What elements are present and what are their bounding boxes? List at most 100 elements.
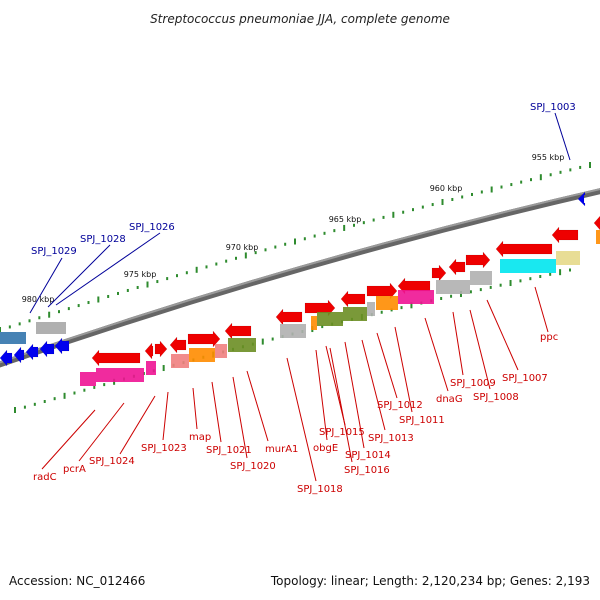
minor-tick — [166, 277, 169, 281]
minor-tick — [38, 316, 41, 320]
domain-bar — [317, 312, 343, 326]
minor-tick — [471, 192, 473, 196]
topology-text: Topology: linear; Length: 2,120,234 bp; … — [270, 574, 590, 588]
domain-bar — [556, 251, 580, 265]
minor-tick — [412, 208, 414, 212]
forward-gene — [224, 322, 252, 340]
major-tick — [459, 291, 462, 298]
domain-bar — [470, 271, 492, 285]
major-tick — [0, 327, 1, 333]
domain-bar — [36, 322, 66, 334]
minor-tick — [440, 297, 443, 301]
minor-tick — [28, 319, 31, 323]
gene-label: SPJ_1008 — [473, 392, 519, 403]
minor-tick — [451, 197, 454, 201]
minor-tick — [176, 274, 178, 278]
leader-line — [78, 402, 125, 462]
minor-tick — [323, 231, 326, 235]
forward-gene — [366, 282, 398, 300]
gene-label: ppc — [540, 332, 558, 343]
leader-line — [162, 391, 169, 441]
forward-gene — [154, 340, 168, 358]
major-tick — [490, 186, 493, 193]
gene-label: SPJ_1028 — [80, 234, 126, 245]
major-tick — [195, 266, 198, 273]
gene-label: SPJ_1018 — [297, 484, 343, 495]
domain-bar — [376, 296, 398, 310]
domain-bar — [228, 338, 256, 352]
map-title: Streptococcus pneumoniae JJA, complete g… — [150, 12, 450, 26]
major-tick — [343, 224, 346, 231]
gene-label: SPJ_1012 — [377, 400, 423, 411]
leader-line — [534, 286, 549, 333]
minor-tick — [402, 210, 405, 214]
domain-bar — [280, 324, 306, 338]
leader-line — [232, 376, 248, 459]
minor-tick — [480, 190, 483, 194]
leader-line — [424, 317, 449, 392]
minor-tick — [303, 237, 306, 241]
leader-line — [315, 349, 328, 441]
minor-tick — [126, 288, 129, 292]
leader-line — [47, 244, 111, 308]
forward-gene — [169, 336, 187, 354]
minor-tick — [431, 203, 434, 207]
domain-bar — [500, 259, 556, 273]
domain-bar — [0, 332, 26, 344]
minor-tick — [215, 262, 218, 266]
scale-ruler — [0, 162, 591, 413]
domain-bar — [436, 280, 470, 294]
major-tick — [539, 174, 542, 181]
domain-bar — [171, 354, 189, 368]
domain-bar — [596, 230, 600, 244]
major-tick — [441, 199, 444, 206]
scale-label: 955 kbp — [532, 153, 565, 162]
minor-tick — [271, 337, 274, 341]
minor-tick — [500, 185, 503, 189]
minor-tick — [519, 279, 522, 283]
minor-tick — [18, 322, 21, 326]
scale-label: 975 kbp — [124, 270, 157, 279]
minor-tick — [569, 168, 572, 172]
gene-label: map — [189, 432, 211, 443]
leader-line — [246, 370, 269, 442]
reverse-gene — [577, 191, 586, 207]
minor-tick — [93, 385, 96, 389]
gene-label: SPJ_1009 — [450, 378, 496, 389]
minor-tick — [264, 248, 267, 252]
reverse-gene — [13, 346, 25, 364]
major-tick — [244, 252, 247, 259]
gene-track — [0, 191, 600, 386]
major-tick — [48, 311, 51, 318]
domain-bar — [398, 290, 434, 304]
gene-label: radC — [33, 472, 57, 483]
scale-label: 965 kbp — [329, 215, 362, 224]
minor-tick — [87, 301, 90, 305]
major-tick — [97, 296, 100, 303]
gene-label: SPJ_1021 — [206, 445, 252, 456]
minor-tick — [400, 306, 403, 310]
forward-gene — [144, 342, 154, 360]
forward-gene — [551, 226, 579, 244]
minor-tick — [510, 183, 513, 187]
major-tick — [559, 269, 562, 276]
minor-tick — [284, 242, 287, 246]
forward-gene — [465, 251, 491, 269]
forward-gene — [448, 258, 466, 276]
gene-label: SPJ_1011 — [399, 415, 445, 426]
major-tick — [509, 280, 512, 287]
minor-tick — [313, 234, 316, 238]
leader-line — [394, 326, 413, 413]
label-leaders — [29, 112, 571, 482]
forward-gene — [187, 330, 221, 348]
leader-line — [376, 332, 398, 399]
leader-line — [211, 381, 222, 443]
leader-line — [29, 257, 63, 314]
leader-line — [329, 347, 353, 463]
minor-tick — [43, 399, 46, 403]
leader-line — [361, 339, 386, 431]
minor-tick — [83, 388, 86, 392]
minor-tick — [421, 205, 424, 209]
forward-gene — [495, 240, 553, 258]
reverse-gene — [25, 343, 39, 361]
